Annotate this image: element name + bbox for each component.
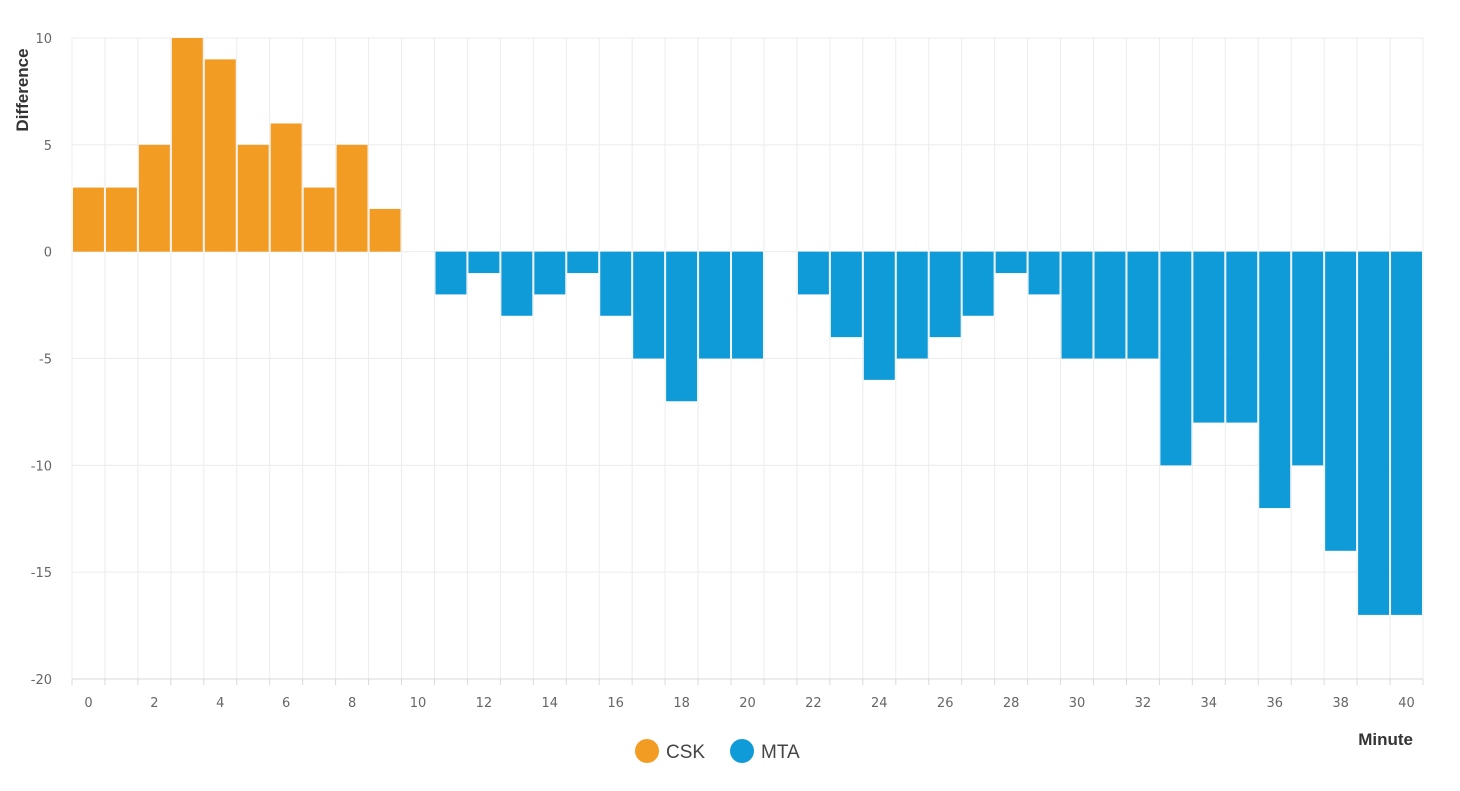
- x-tick-label: 20: [739, 696, 756, 711]
- y-tick-label: 0: [44, 246, 52, 261]
- y-tick-label: -5: [39, 353, 52, 368]
- x-tick-label: 38: [1332, 696, 1349, 711]
- bar-mta-31[interactable]: [1094, 251, 1126, 359]
- bar-csk-1[interactable]: [105, 187, 137, 252]
- x-tick-label: 28: [1003, 696, 1020, 711]
- bar-csk-4[interactable]: [204, 59, 236, 252]
- bar-mta-16[interactable]: [600, 251, 632, 316]
- y-axis-title: Difference: [13, 48, 32, 131]
- bar-csk-7[interactable]: [303, 187, 335, 252]
- x-tick-label: 40: [1398, 696, 1415, 711]
- legend-swatch: [730, 739, 754, 763]
- bar-mta-34[interactable]: [1193, 251, 1225, 423]
- x-tick-label: 22: [805, 696, 822, 711]
- bar-mta-17[interactable]: [633, 251, 665, 359]
- y-tick-label: -10: [31, 459, 52, 474]
- bar-mta-30[interactable]: [1061, 251, 1093, 359]
- bar-mta-37[interactable]: [1292, 251, 1324, 466]
- bar-mta-11[interactable]: [435, 251, 467, 295]
- bar-mta-35[interactable]: [1226, 251, 1258, 423]
- legend-swatch: [635, 739, 659, 763]
- x-axis-title: Minute: [1358, 730, 1413, 749]
- bar-csk-8[interactable]: [336, 144, 368, 252]
- x-tick-label: 18: [673, 696, 690, 711]
- bar-mta-32[interactable]: [1127, 251, 1159, 359]
- bar-csk-0[interactable]: [73, 187, 104, 252]
- bar-mta-29[interactable]: [1028, 251, 1060, 295]
- bar-csk-5[interactable]: [237, 144, 269, 252]
- bar-mta-26[interactable]: [929, 251, 961, 338]
- bar-csk-2[interactable]: [138, 144, 170, 252]
- bars: [73, 38, 1422, 615]
- bar-mta-25[interactable]: [896, 251, 928, 359]
- grid-lines: [71, 37, 1424, 680]
- x-tick-label: 32: [1135, 696, 1152, 711]
- bar-mta-19[interactable]: [699, 251, 731, 359]
- y-tick-label: 5: [44, 139, 52, 154]
- bar-mta-40[interactable]: [1391, 251, 1422, 615]
- legend-label: CSK: [666, 742, 705, 763]
- y-tick-label: -20: [31, 673, 52, 688]
- legend-item-csk[interactable]: CSK: [635, 739, 705, 763]
- bar-mta-20[interactable]: [732, 251, 763, 359]
- x-tick-label: 4: [216, 696, 224, 711]
- x-tick-label: 8: [348, 696, 356, 711]
- bar-mta-13[interactable]: [501, 251, 533, 316]
- x-tick-label: 0: [84, 696, 92, 711]
- x-tick-label: 36: [1266, 696, 1283, 711]
- x-tick-label: 26: [937, 696, 954, 711]
- x-tick-label: 12: [476, 696, 493, 711]
- x-tick-label: 34: [1201, 696, 1218, 711]
- x-tick-label: 10: [410, 696, 427, 711]
- bar-csk-3[interactable]: [171, 38, 203, 252]
- bar-csk-9[interactable]: [369, 208, 401, 252]
- x-tick-label: 6: [282, 696, 290, 711]
- legend-label: MTA: [761, 742, 800, 763]
- bar-mta-23[interactable]: [830, 251, 862, 338]
- x-tick-label: 14: [542, 696, 559, 711]
- bar-mta-28[interactable]: [995, 251, 1027, 274]
- bar-mta-24[interactable]: [863, 251, 895, 380]
- y-tick-label: 10: [35, 32, 52, 47]
- bar-mta-18[interactable]: [666, 251, 698, 402]
- bar-mta-36[interactable]: [1259, 251, 1291, 509]
- legend-item-mta[interactable]: MTA: [730, 739, 800, 763]
- legend[interactable]: CSK MTA: [635, 739, 800, 763]
- x-tick-label: 2: [150, 696, 158, 711]
- bar-mta-22[interactable]: [797, 251, 829, 295]
- bar-csk-6[interactable]: [270, 123, 302, 252]
- y-tick-label: -15: [31, 566, 52, 581]
- x-tick-label: 24: [871, 696, 888, 711]
- x-tick-label: 30: [1069, 696, 1086, 711]
- x-tick-label: 16: [607, 696, 624, 711]
- bar-mta-12[interactable]: [468, 251, 500, 274]
- bar-mta-14[interactable]: [534, 251, 566, 295]
- bar-mta-15[interactable]: [567, 251, 599, 274]
- bar-mta-39[interactable]: [1358, 251, 1390, 615]
- bar-mta-33[interactable]: [1160, 251, 1192, 466]
- bar-mta-27[interactable]: [962, 251, 994, 316]
- bar-mta-38[interactable]: [1325, 251, 1357, 551]
